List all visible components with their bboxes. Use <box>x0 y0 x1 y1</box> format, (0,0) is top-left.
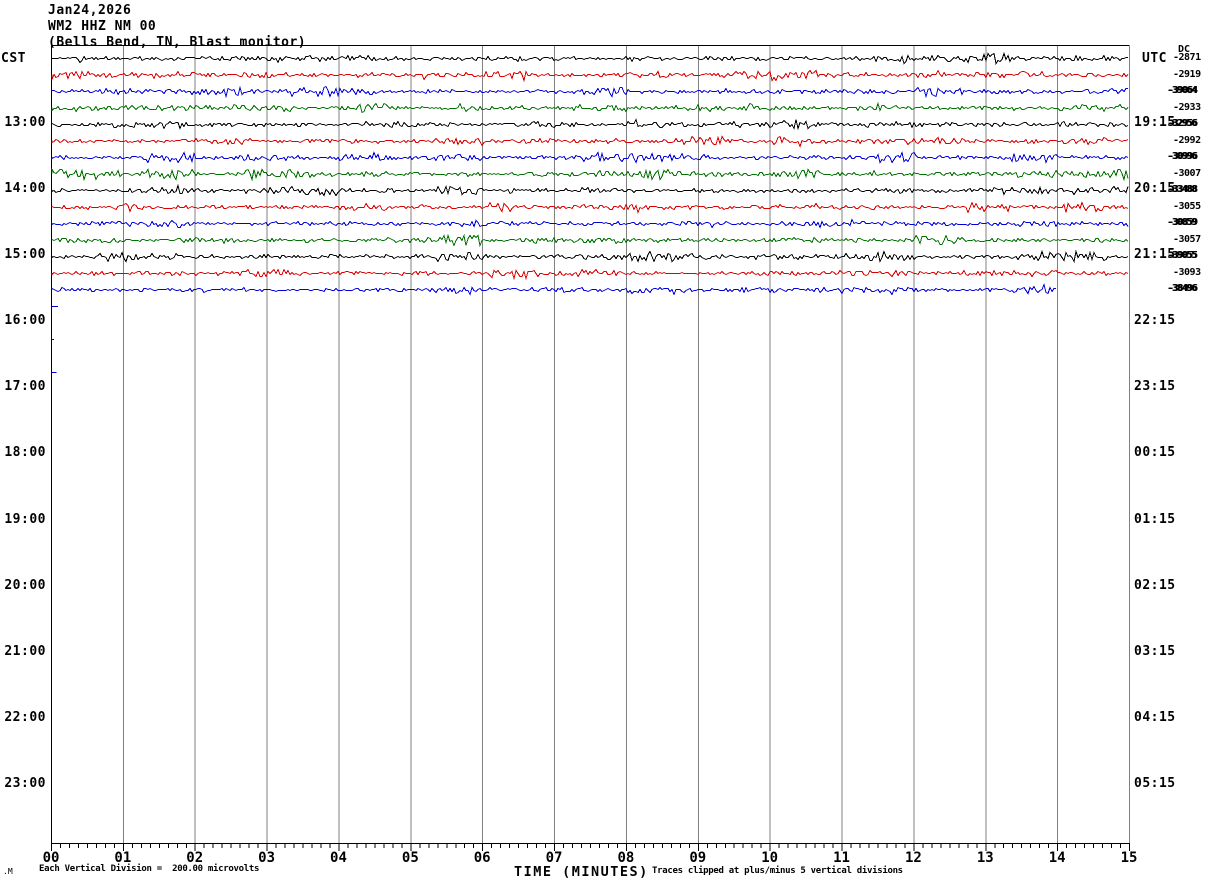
cst-hour-label: 14:00 <box>4 181 46 197</box>
dc-value: -30996 <box>1167 151 1197 163</box>
utc-hour-label: 05:15 <box>1134 775 1176 791</box>
x-tick-label: 06 <box>473 850 491 866</box>
x-axis-title: TIME (MINUTES) <box>514 864 649 880</box>
utc-hour-label: 19:15 <box>1134 115 1176 131</box>
dc-value: -3057 <box>1173 233 1201 245</box>
seismic-trace-row-7 <box>51 167 1129 182</box>
dc-column-header: DC <box>1178 44 1191 55</box>
dc-value: -38496 <box>1167 283 1197 295</box>
seismic-trace-row-12 <box>51 249 1129 264</box>
dc-value: -3093 <box>1173 266 1201 278</box>
dc-value: -2871 <box>1173 52 1201 63</box>
cst-hour-label: 16:00 <box>4 313 46 329</box>
x-tick-label: 03 <box>258 850 276 866</box>
cst-hour-label: 18:00 <box>4 445 46 461</box>
dc-value: -2933 <box>1173 101 1201 113</box>
seismic-trace-row-4 <box>51 118 1129 131</box>
watermark-glyph: .M <box>3 867 13 876</box>
utc-hour-label: 02:15 <box>1134 577 1176 593</box>
vertical-division-note: Each Vertical Division = 200.00 microvol… <box>39 864 260 874</box>
seismic-trace-row-10 <box>51 218 1129 229</box>
seismic-trace-row-5 <box>51 135 1129 148</box>
clip-note: Traces clipped at plus/minus 5 vertical … <box>652 866 903 876</box>
station-description: (Bells Bend, TN, Blast monitor) <box>48 35 307 50</box>
seismic-trace-row-14 <box>51 282 1056 296</box>
cst-hour-label: 20:00 <box>4 577 46 593</box>
seismic-trace-row-8 <box>51 183 1129 197</box>
dc-value: -3007 <box>1173 167 1201 179</box>
utc-hour-label: 20:15 <box>1134 181 1176 197</box>
utc-hour-label: 23:15 <box>1134 379 1176 395</box>
utc-hour-label: 21:15 <box>1134 247 1176 263</box>
seismic-trace-row-11 <box>51 233 1129 248</box>
cst-hour-label: 15:00 <box>4 247 46 263</box>
x-tick-label: 14 <box>1048 850 1066 866</box>
utc-hour-label: 22:15 <box>1134 313 1176 329</box>
dc-value: -33488 <box>1167 184 1197 196</box>
seismic-trace-row-1 <box>51 69 1129 83</box>
x-tick-label: 07 <box>545 850 563 866</box>
seismic-trace-row-13 <box>51 268 1129 281</box>
date-text: Jan24,2026 <box>48 3 132 18</box>
x-tick-label: 01 <box>114 850 132 866</box>
x-tick-label: 09 <box>689 850 707 866</box>
seismic-trace-row-9 <box>51 201 1129 215</box>
cst-hour-label: 21:00 <box>4 643 46 659</box>
utc-hour-label: 03:15 <box>1134 643 1176 659</box>
cst-hour-label: 19:00 <box>4 511 46 527</box>
dc-value: -32956 <box>1167 118 1197 130</box>
seismic-trace-row-2 <box>51 85 1128 99</box>
utc-hour-label: 04:15 <box>1134 709 1176 725</box>
cst-hour-label: 17:00 <box>4 379 46 395</box>
x-tick-label: 13 <box>976 850 994 866</box>
dc-value: -3055 <box>1173 200 1201 212</box>
dc-value: -39064 <box>1167 85 1197 97</box>
dc-value: -39055 <box>1167 250 1197 262</box>
dc-value: -2992 <box>1173 134 1201 146</box>
station-code: WM2 HHZ NM 00 <box>48 19 157 34</box>
x-tick-label: 02 <box>186 850 204 866</box>
x-tick-label: 12 <box>904 850 922 866</box>
utc-hour-label: 01:15 <box>1134 511 1176 527</box>
dc-value: -2919 <box>1173 68 1201 80</box>
cst-hour-label: 22:00 <box>4 709 46 725</box>
dc-value: -30859 <box>1167 217 1197 229</box>
seismic-trace-row-0 <box>51 51 1128 65</box>
utc-axis-label: UTC <box>1142 51 1167 66</box>
x-tick-label: 04 <box>330 850 347 866</box>
cst-hour-label: 23:00 <box>4 775 46 791</box>
x-tick-label: 15 <box>1120 850 1138 866</box>
x-tick-label: 05 <box>401 850 419 866</box>
x-tick-label: 10 <box>761 850 779 866</box>
x-tick-label: 00 <box>42 850 60 866</box>
x-tick-label: 08 <box>617 850 635 866</box>
x-tick-label: 11 <box>833 850 850 866</box>
cst-hour-label: 13:00 <box>4 115 46 131</box>
seismic-trace-row-6 <box>51 150 1129 165</box>
seismic-trace-row-3 <box>51 101 1129 114</box>
cst-axis-label: CST <box>1 51 26 66</box>
utc-hour-label: 00:15 <box>1134 445 1176 461</box>
